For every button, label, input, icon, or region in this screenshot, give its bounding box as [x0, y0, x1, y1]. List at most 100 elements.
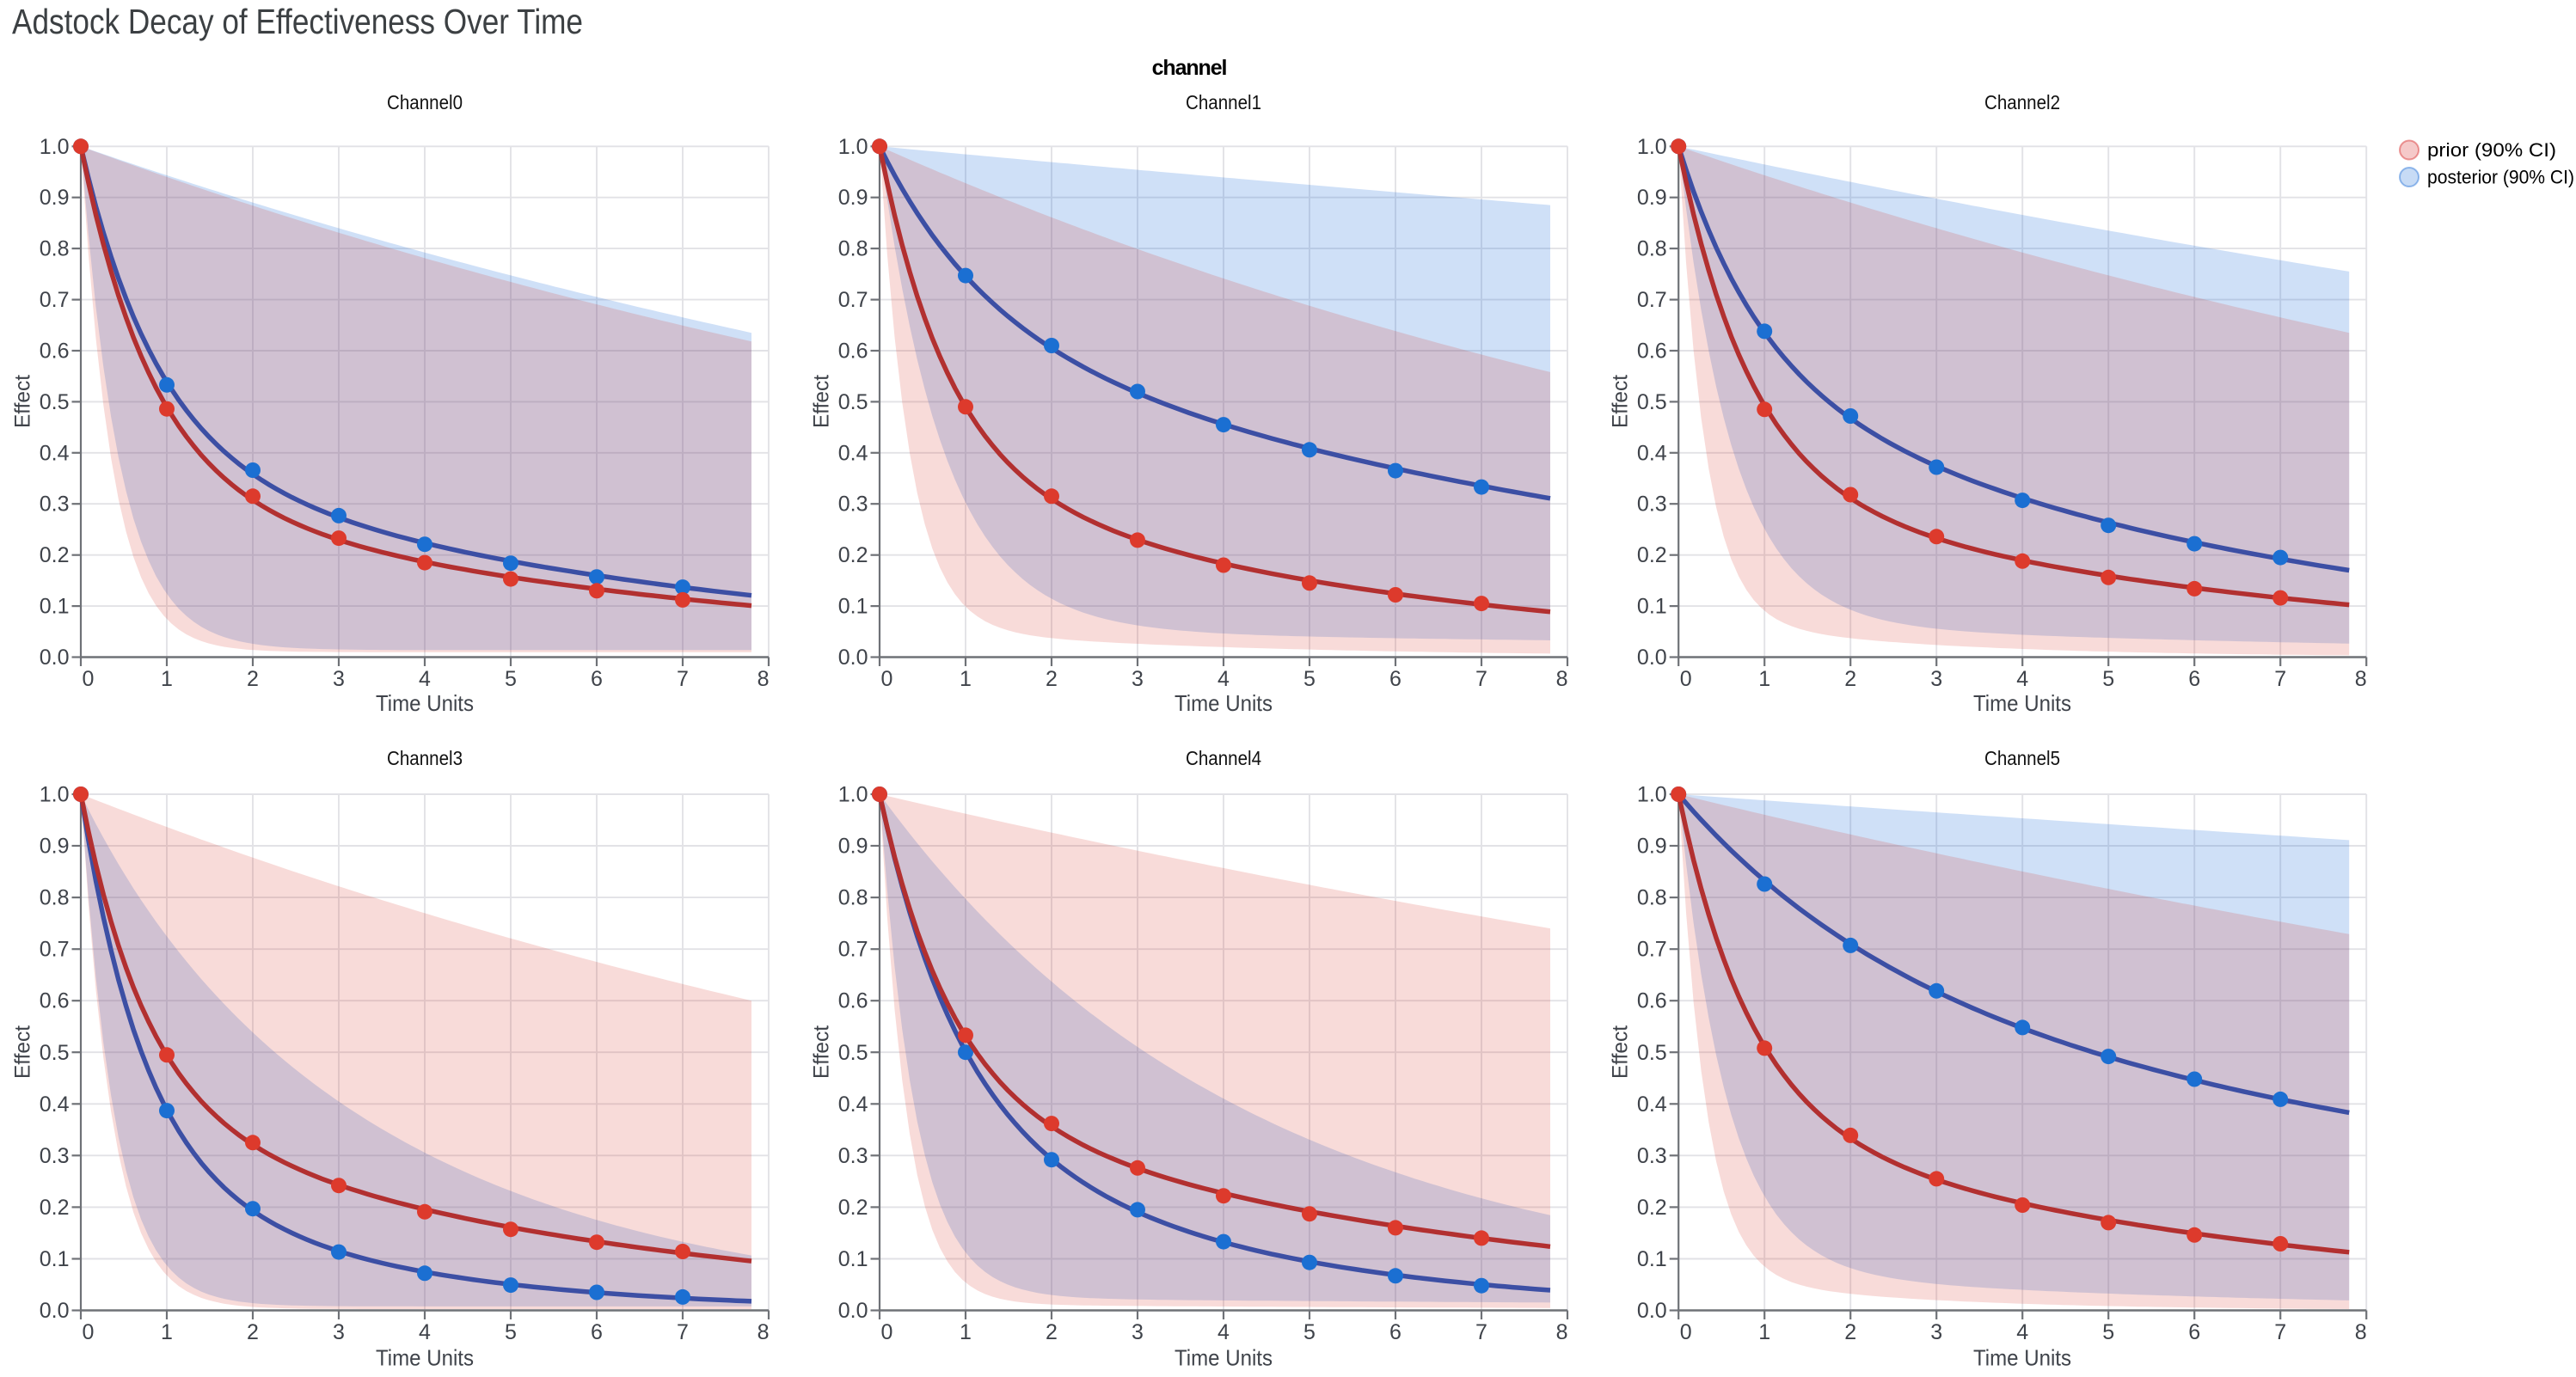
svg-text:0: 0: [83, 1320, 95, 1344]
svg-text:5: 5: [2102, 1320, 2114, 1344]
svg-text:0.6: 0.6: [40, 340, 70, 364]
svg-text:0.7: 0.7: [1637, 288, 1667, 312]
svg-text:0.1: 0.1: [1637, 595, 1667, 619]
svg-text:0.0: 0.0: [1637, 646, 1667, 670]
svg-text:0: 0: [881, 1320, 893, 1344]
svg-text:0.2: 0.2: [40, 543, 70, 567]
svg-text:0.4: 0.4: [40, 1092, 70, 1117]
svg-text:1.0: 1.0: [838, 783, 868, 807]
svg-text:0.0: 0.0: [40, 1299, 70, 1323]
svg-text:6: 6: [1389, 1320, 1401, 1344]
svg-text:0.3: 0.3: [1637, 493, 1667, 517]
svg-text:2: 2: [1844, 1320, 1856, 1344]
svg-text:Time Units: Time Units: [376, 1345, 474, 1371]
svg-text:1: 1: [161, 1320, 173, 1344]
svg-text:Time Units: Time Units: [1175, 690, 1273, 716]
svg-text:5: 5: [1303, 667, 1316, 691]
svg-text:0.2: 0.2: [838, 1196, 868, 1220]
svg-text:Effect: Effect: [810, 1025, 834, 1079]
svg-text:1.0: 1.0: [1637, 783, 1667, 807]
svg-text:1.0: 1.0: [40, 135, 70, 159]
svg-text:channel: channel: [1152, 56, 1227, 80]
svg-text:prior (90% CI): prior (90% CI): [2427, 139, 2556, 161]
svg-text:0.9: 0.9: [40, 186, 70, 210]
svg-text:0.2: 0.2: [1637, 543, 1667, 567]
svg-text:0.6: 0.6: [1637, 989, 1667, 1013]
svg-text:Effect: Effect: [11, 1025, 35, 1079]
svg-text:6: 6: [591, 667, 603, 691]
svg-text:5: 5: [1303, 1320, 1316, 1344]
svg-text:0.4: 0.4: [40, 441, 70, 465]
svg-text:4: 4: [419, 1320, 431, 1344]
svg-text:Channel3: Channel3: [387, 747, 463, 769]
svg-text:4: 4: [1217, 667, 1230, 691]
svg-text:0.8: 0.8: [40, 886, 70, 910]
svg-text:0.9: 0.9: [40, 835, 70, 859]
svg-text:3: 3: [1132, 667, 1144, 691]
svg-text:0.7: 0.7: [40, 288, 70, 312]
svg-text:Adstock Decay of Effectiveness: Adstock Decay of Effectiveness Over Time: [12, 2, 583, 41]
svg-text:0.4: 0.4: [838, 1092, 868, 1117]
svg-text:Channel4: Channel4: [1186, 747, 1261, 769]
svg-text:0.4: 0.4: [1637, 441, 1667, 465]
svg-text:3: 3: [333, 1320, 345, 1344]
svg-text:5: 5: [505, 667, 517, 691]
svg-text:0.5: 0.5: [1637, 1041, 1667, 1065]
svg-text:Effect: Effect: [810, 375, 834, 428]
svg-text:1: 1: [161, 667, 173, 691]
svg-text:0.7: 0.7: [1637, 938, 1667, 962]
svg-text:Time Units: Time Units: [376, 690, 474, 716]
svg-text:0.5: 0.5: [40, 390, 70, 414]
svg-text:0.7: 0.7: [40, 938, 70, 962]
svg-text:0.0: 0.0: [838, 646, 868, 670]
svg-text:7: 7: [1475, 1320, 1487, 1344]
svg-text:2: 2: [247, 1320, 259, 1344]
svg-text:0.8: 0.8: [838, 237, 868, 261]
svg-text:1.0: 1.0: [1637, 135, 1667, 159]
svg-text:0.1: 0.1: [40, 595, 70, 619]
svg-text:0: 0: [1680, 667, 1692, 691]
svg-text:0.2: 0.2: [838, 543, 868, 567]
svg-text:3: 3: [1930, 667, 1942, 691]
svg-text:Time Units: Time Units: [1175, 1345, 1273, 1371]
svg-text:8: 8: [757, 1320, 770, 1344]
svg-text:7: 7: [2274, 1320, 2286, 1344]
svg-text:Channel5: Channel5: [1984, 747, 2060, 769]
svg-text:0.0: 0.0: [1637, 1299, 1667, 1323]
svg-text:1: 1: [960, 1320, 972, 1344]
svg-text:0.9: 0.9: [838, 835, 868, 859]
svg-text:0.9: 0.9: [838, 186, 868, 210]
svg-text:7: 7: [677, 1320, 689, 1344]
svg-text:8: 8: [757, 667, 770, 691]
svg-text:1: 1: [960, 667, 972, 691]
svg-text:0.5: 0.5: [40, 1041, 70, 1065]
svg-text:0.8: 0.8: [40, 237, 70, 261]
svg-text:0.9: 0.9: [1637, 186, 1667, 210]
svg-text:0.5: 0.5: [1637, 390, 1667, 414]
svg-text:3: 3: [1930, 1320, 1942, 1344]
svg-text:0.8: 0.8: [1637, 237, 1667, 261]
svg-text:2: 2: [1046, 667, 1058, 691]
svg-text:4: 4: [2016, 1320, 2028, 1344]
svg-text:0.1: 0.1: [838, 595, 868, 619]
svg-text:Time Units: Time Units: [1973, 1345, 2071, 1371]
svg-text:Effect: Effect: [1609, 1025, 1633, 1079]
svg-text:0: 0: [1680, 1320, 1692, 1344]
svg-text:6: 6: [1389, 667, 1401, 691]
svg-text:4: 4: [2016, 667, 2028, 691]
svg-text:Effect: Effect: [11, 375, 35, 428]
svg-text:8: 8: [2355, 1320, 2367, 1344]
svg-text:0.6: 0.6: [1637, 340, 1667, 364]
svg-text:2: 2: [1046, 1320, 1058, 1344]
svg-text:0.7: 0.7: [838, 938, 868, 962]
svg-text:8: 8: [1556, 667, 1568, 691]
svg-text:0.1: 0.1: [1637, 1247, 1667, 1271]
svg-text:0.1: 0.1: [838, 1247, 868, 1271]
svg-text:posterior (90% CI): posterior (90% CI): [2427, 167, 2574, 188]
svg-text:7: 7: [677, 667, 689, 691]
svg-text:0.8: 0.8: [838, 886, 868, 910]
svg-text:0.9: 0.9: [1637, 835, 1667, 859]
svg-text:8: 8: [2355, 667, 2367, 691]
svg-text:0.6: 0.6: [40, 989, 70, 1013]
svg-text:0.5: 0.5: [838, 390, 868, 414]
